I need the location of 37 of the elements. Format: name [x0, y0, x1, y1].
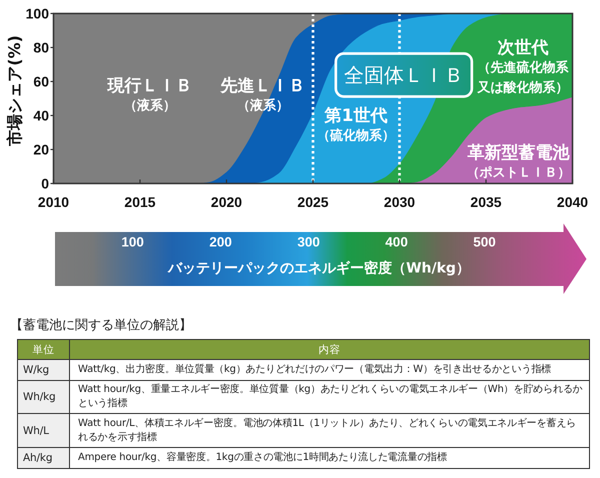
series-label: 革新型蓄電池（ポストＬＩＢ）	[466, 142, 571, 180]
y-tick-label: 60	[33, 74, 50, 90]
x-tick-label: 2040	[556, 194, 588, 210]
text: Watt hour/kg、重量エネルギー密度。単位質量（kg）あたりどれくらいの電気エネルギー（Wh）を貯められるかという指標	[70, 380, 590, 414]
y-tick-label: 0	[41, 176, 50, 192]
x2-tick-label: 100	[121, 234, 144, 250]
x-tick-label: 2015	[124, 194, 156, 210]
x-tick-label: 2025	[297, 194, 329, 210]
x-tick-label: 2030	[384, 194, 416, 210]
text: Watt hour/L、体積エネルギー密度。電池の体積1L（1リットル）あたり、どれくらいの電気エネルギーを蓄えられるかを示す指標	[70, 414, 590, 448]
y-axis-title: 市場シェア(%)	[5, 35, 24, 147]
x2-tick-label: 500	[473, 234, 496, 250]
category-label: Wh/kg	[23, 391, 56, 403]
category-label: Wh/L	[23, 424, 49, 436]
y-tick-label: 80	[33, 40, 50, 56]
x-tick-label: 2010	[38, 194, 70, 210]
category-label: 単位	[18, 340, 70, 360]
series-label: 次世代（先進硫化物系又は酸化物系）	[476, 38, 570, 96]
series-label: 現行ＬＩＢ（液系）	[106, 76, 193, 114]
category-label: 内容	[70, 340, 590, 360]
category-label: Ah/kg	[23, 452, 52, 464]
y-tick-label: 40	[33, 108, 50, 124]
x2-tick-label: 300	[297, 234, 320, 250]
x2-axis-title: バッテリーパックのエネルギー密度（Wh/kg）	[167, 260, 470, 276]
x-tick-label: 2020	[210, 194, 242, 210]
x2-tick-label: 200	[209, 234, 232, 250]
x-tick-label: 2035	[470, 194, 502, 210]
series-label: 第1世代（硫化物系）	[317, 106, 396, 144]
annotation: 全固体ＬＩＢ	[344, 63, 464, 88]
series-label: 先進ＬＩＢ（液系）	[220, 76, 306, 114]
y-tick-label: 20	[33, 142, 50, 158]
x2-tick-label: 400	[385, 234, 408, 250]
text: Watt/kg、出力密度。単位質量（kg）あたりどれだけのパワー（電気出力：W）を引き出せるかという指標	[70, 360, 590, 380]
text: 【蓄電池に関する単位の解説】	[10, 318, 192, 334]
category-label: W/kg	[23, 364, 50, 376]
y-tick-label: 100	[26, 6, 50, 22]
text: Ampere hour/kg、容量密度。1kgの重さの電池に1時間あたり流した電流量の指標	[70, 448, 590, 468]
